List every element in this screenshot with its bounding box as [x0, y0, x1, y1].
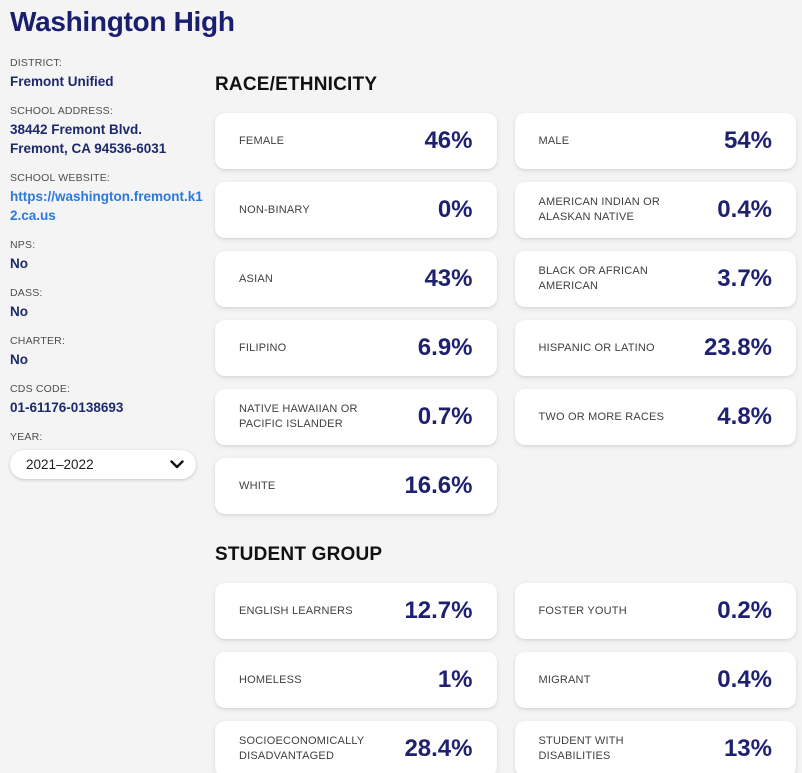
field-cds-code-label: CDS CODE:: [10, 383, 71, 395]
stat-card: WHITE 16.6%: [215, 458, 497, 514]
stat-card: MIGRANT 0.4%: [514, 652, 796, 708]
stat-card-label: ENGLISH LEARNERS: [239, 604, 353, 617]
stat-card: FOSTER YOUTH 0.2%: [514, 583, 796, 639]
field-year: YEAR: 2021–2022: [10, 431, 206, 479]
section-heading-student-group: STUDENT GROUP: [215, 544, 383, 565]
page-title: Washington High: [10, 6, 235, 37]
stat-card-label: AMERICAN INDIAN OR ALASKAN NATIVE: [538, 196, 661, 223]
stat-card-value: 0.4%: [717, 196, 772, 223]
stat-card: HISPANIC OR LATINO 23.8%: [514, 320, 796, 376]
stat-card: STUDENT WITH DISABILITIES 13%: [514, 721, 796, 773]
stat-card: NATIVE HAWAIIAN OR PACIFIC ISLANDER 0.7%: [215, 389, 497, 445]
stat-card-label: TWO OR MORE RACES: [538, 410, 665, 423]
field-district: DISTRICT: Fremont Unified: [10, 57, 206, 91]
stat-card-label: FEMALE: [239, 134, 285, 147]
student-group-cards: ENGLISH LEARNERS 12.7% FOSTER YOUTH 0.2%…: [215, 583, 796, 773]
stat-card-value: 3.7%: [717, 265, 772, 292]
stat-card: BLACK OR AFRICAN AMERICAN 3.7%: [514, 251, 796, 307]
stat-card: AMERICAN INDIAN OR ALASKAN NATIVE 0.4%: [514, 182, 796, 238]
field-district-value: Fremont Unified: [10, 74, 114, 89]
year-select[interactable]: 2021–2022: [10, 450, 196, 479]
stat-card-label: HISPANIC OR LATINO: [538, 341, 655, 354]
stat-card: FEMALE 46%: [215, 113, 497, 169]
stat-card-value: 28.4%: [404, 735, 473, 762]
layout: DISTRICT: Fremont Unified SCHOOL ADDRESS…: [0, 40, 802, 773]
stat-card-label: BLACK OR AFRICAN AMERICAN: [538, 265, 649, 292]
field-year-label: YEAR:: [10, 431, 43, 443]
stat-card-label: FOSTER YOUTH: [538, 604, 627, 617]
sidebar: DISTRICT: Fremont Unified SCHOOL ADDRESS…: [10, 40, 206, 479]
stat-card-value: 13%: [723, 735, 772, 762]
field-dass: DASS: No: [10, 287, 206, 321]
stat-card-value: 0.2%: [717, 597, 772, 624]
stat-card-value: 0.4%: [717, 666, 772, 693]
stat-card: TWO OR MORE RACES 4.8%: [514, 389, 796, 445]
stat-card-value: 43%: [424, 265, 473, 292]
stat-card: HOMELESS 1%: [215, 652, 497, 708]
stat-card-value: 12.7%: [404, 597, 473, 624]
stat-card-label: MALE: [538, 134, 570, 147]
school-website-link[interactable]: https://washington.fremont.k12.ca.us: [10, 189, 203, 223]
address-line-1: 38442 Fremont Blvd.: [10, 122, 143, 137]
field-nps-label: NPS:: [10, 239, 36, 251]
stat-card-label: FILIPINO: [239, 341, 287, 354]
stat-card-label: SOCIOECONOMICALLY DISADVANTAGED: [239, 735, 365, 762]
field-charter-label: CHARTER:: [10, 335, 66, 347]
stat-card: ENGLISH LEARNERS 12.7%: [215, 583, 497, 639]
stat-card-label: NATIVE HAWAIIAN OR PACIFIC ISLANDER: [239, 403, 358, 430]
field-nps: NPS: No: [10, 239, 206, 273]
stat-card-label: STUDENT WITH DISABILITIES: [538, 735, 624, 762]
field-charter: CHARTER: No: [10, 335, 206, 369]
stat-card-label: WHITE: [239, 479, 276, 492]
field-school-website-label: SCHOOL WEBSITE:: [10, 172, 111, 184]
field-charter-value: No: [10, 352, 28, 367]
stat-card-label: NON-BINARY: [239, 203, 310, 216]
stat-card-value: 0%: [437, 196, 473, 223]
field-district-label: DISTRICT:: [10, 57, 62, 69]
field-dass-label: DASS:: [10, 287, 43, 299]
stat-card: ASIAN 43%: [215, 251, 497, 307]
stat-card: NON-BINARY 0%: [215, 182, 497, 238]
field-school-address-label: SCHOOL ADDRESS:: [10, 105, 113, 117]
field-nps-value: No: [10, 256, 28, 271]
stat-card-value: 0.7%: [417, 403, 473, 430]
main-content: RACE/ETHNICITY FEMALE 46% MALE 54% NON-B…: [215, 40, 796, 773]
stat-card-value: 23.8%: [703, 334, 772, 361]
stat-card-label: MIGRANT: [538, 673, 591, 686]
field-school-website: SCHOOL WEBSITE: https://washington.fremo…: [10, 172, 206, 225]
address-line-2: Fremont, CA 94536-6031: [10, 141, 167, 156]
stat-card: MALE 54%: [514, 113, 796, 169]
stat-card: FILIPINO 6.9%: [215, 320, 497, 376]
stat-card-value: 6.9%: [417, 334, 473, 361]
stat-card: SOCIOECONOMICALLY DISADVANTAGED 28.4%: [215, 721, 497, 773]
field-dass-value: No: [10, 304, 28, 319]
field-school-address-value: 38442 Fremont Blvd. Fremont, CA 94536-60…: [10, 120, 206, 158]
stat-card-value: 16.6%: [404, 472, 473, 499]
field-school-address: SCHOOL ADDRESS: 38442 Fremont Blvd. Frem…: [10, 105, 206, 158]
stat-card-value: 4.8%: [717, 403, 772, 430]
section-heading-race-ethnicity: RACE/ETHNICITY: [215, 74, 378, 95]
stat-card-value: 46%: [424, 127, 473, 154]
stat-card-value: 1%: [437, 666, 473, 693]
field-cds-code: CDS CODE: 01-61176-0138693: [10, 383, 206, 417]
field-cds-code-value: 01-61176-0138693: [10, 400, 124, 415]
stat-card-label: ASIAN: [239, 272, 274, 285]
stat-card-value: 54%: [723, 127, 772, 154]
stat-card-label: HOMELESS: [239, 673, 302, 686]
year-select-wrap: 2021–2022: [10, 450, 196, 479]
race-ethnicity-cards: FEMALE 46% MALE 54% NON-BINARY 0% AMERIC…: [215, 113, 796, 514]
